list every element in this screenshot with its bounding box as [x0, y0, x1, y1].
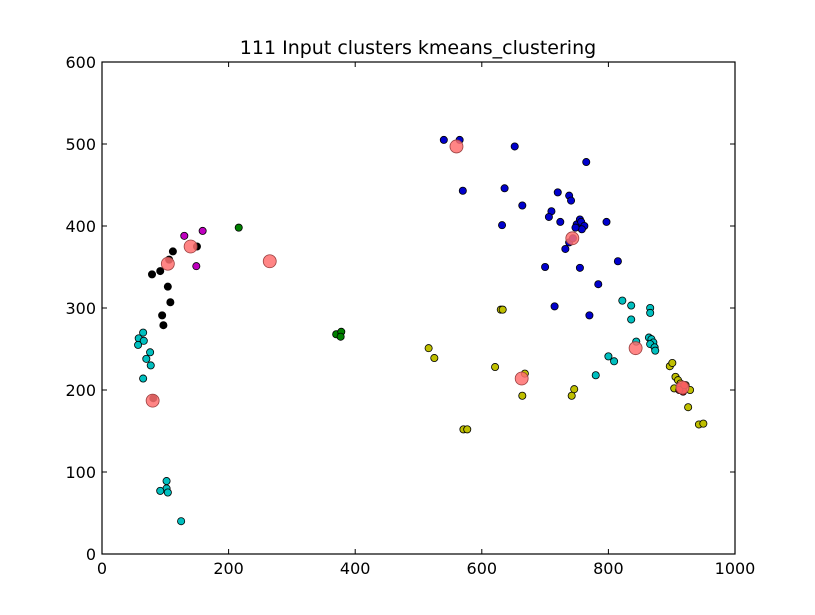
y-tick-label: 300: [65, 299, 96, 318]
plot-frame: [101, 61, 736, 555]
data-point-cluster-1: [439, 135, 448, 144]
centroid-point: [628, 341, 643, 356]
data-point-cluster-6: [498, 305, 507, 314]
data-point-cluster-6: [491, 363, 500, 372]
data-point-cluster-2: [627, 301, 636, 310]
x-tick-label: 0: [97, 559, 107, 578]
data-point-cluster-6: [430, 354, 439, 363]
data-point-cluster-2: [139, 328, 148, 337]
centroid-point: [160, 256, 175, 271]
x-tick-label: 600: [467, 559, 498, 578]
data-point-cluster-3: [159, 321, 168, 330]
y-tick-label: 400: [65, 217, 96, 236]
data-point-cluster-3: [156, 267, 165, 276]
data-point-cluster-2: [651, 346, 660, 355]
data-point-cluster-2: [139, 336, 148, 345]
data-point-cluster-6: [463, 425, 472, 434]
data-point-cluster-1: [613, 257, 622, 266]
data-point-cluster-3: [148, 270, 157, 279]
data-point-cluster-2: [591, 371, 600, 380]
data-point-cluster-2: [604, 352, 613, 361]
data-point-cluster-2: [163, 488, 172, 497]
data-point-cluster-2: [156, 486, 165, 495]
data-point-cluster-1: [553, 188, 562, 197]
data-point-cluster-1: [458, 186, 467, 195]
data-point-cluster-2: [646, 308, 655, 317]
data-point-cluster-1: [567, 196, 576, 205]
data-point-cluster-1: [561, 244, 570, 253]
data-point-cluster-2: [162, 477, 171, 486]
x-tick-label: 200: [213, 559, 244, 578]
data-point-cluster-1: [550, 302, 559, 311]
points-layer: [134, 135, 708, 526]
centroid-point: [449, 139, 464, 154]
data-point-cluster-2: [627, 315, 636, 324]
data-point-cluster-1: [602, 217, 611, 226]
data-point-cluster-1: [556, 217, 565, 226]
data-point-cluster-5: [336, 332, 345, 341]
y-tick-label: 600: [65, 53, 96, 72]
data-point-cluster-6: [567, 391, 576, 400]
data-point-cluster-6: [424, 344, 433, 353]
axis-ticks: 0 200 400 600 800 1000 0 100 200 300 400 500 600: [65, 53, 755, 578]
data-point-cluster-1: [541, 262, 550, 271]
y-tick-label: 500: [65, 135, 96, 154]
y-tick-label: 200: [65, 381, 96, 400]
y-tick-label: 100: [65, 463, 96, 482]
centroid-point: [675, 380, 690, 395]
data-point-cluster-5: [234, 223, 243, 232]
data-point-cluster-3: [166, 298, 175, 307]
data-point-cluster-2: [618, 296, 627, 305]
data-point-cluster-2: [142, 354, 151, 363]
data-point-cluster-1: [498, 221, 507, 230]
data-point-cluster-2: [146, 348, 155, 357]
chart-title: 111 Input clusters kmeans_clustering: [240, 37, 596, 59]
data-point-cluster-1: [500, 184, 509, 193]
data-point-cluster-2: [134, 340, 143, 349]
data-point-cluster-6: [668, 358, 677, 367]
data-point-cluster-1: [575, 263, 584, 272]
data-point-cluster-4: [198, 226, 207, 235]
data-point-cluster-1: [594, 280, 603, 289]
data-point-cluster-1: [510, 142, 519, 151]
data-point-cluster-6: [570, 385, 579, 394]
data-point-cluster-2: [139, 374, 148, 383]
x-tick-label: 800: [593, 559, 624, 578]
data-point-cluster-2: [146, 361, 155, 370]
data-point-cluster-2: [177, 517, 186, 526]
data-point-cluster-4: [180, 231, 189, 240]
data-point-cluster-2: [610, 357, 619, 366]
y-tick-label: 0: [86, 545, 96, 564]
data-point-cluster-1: [585, 311, 594, 320]
data-point-cluster-1: [582, 158, 591, 167]
data-point-cluster-6: [684, 403, 693, 412]
data-point-cluster-1: [544, 212, 553, 221]
x-tick-label: 400: [340, 559, 371, 578]
data-point-cluster-6: [518, 391, 527, 400]
x-tick-label: 1000: [715, 559, 756, 578]
centroid-point: [565, 231, 580, 246]
centroid-point: [145, 393, 160, 408]
centroid-point: [183, 239, 198, 254]
centroid-point: [262, 254, 277, 269]
data-point-cluster-3: [158, 311, 167, 320]
centroid-point: [514, 371, 529, 386]
data-point-cluster-1: [518, 201, 527, 210]
data-point-cluster-3: [168, 247, 177, 256]
data-point-cluster-3: [163, 282, 172, 291]
data-point-cluster-4: [192, 262, 201, 271]
data-point-cluster-6: [699, 419, 708, 428]
data-point-cluster-1: [571, 223, 580, 232]
